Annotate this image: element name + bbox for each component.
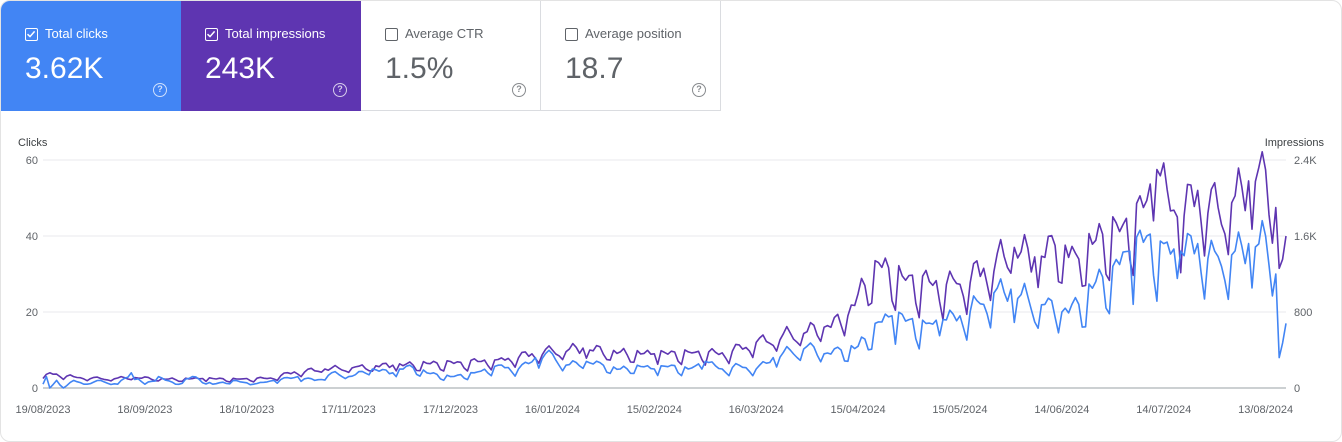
help-icon[interactable]: ? xyxy=(512,83,526,97)
left-tick-label: 20 xyxy=(26,307,38,319)
x-tick-label: 17/11/2023 xyxy=(322,404,376,416)
x-tick-label: 14/06/2024 xyxy=(1034,404,1089,416)
x-tick-label: 18/10/2023 xyxy=(219,404,274,416)
help-icon[interactable]: ? xyxy=(333,83,347,97)
total-clicks-value: 3.62K xyxy=(25,52,104,85)
left-tick-label: 0 xyxy=(32,383,38,395)
x-tick-label: 15/02/2024 xyxy=(627,404,682,416)
chart-canvas: 0 20 40 60 0 800 1.6K 2.4K Clicks Impressions 19/0… xyxy=(15,137,1325,416)
left-axis-title: Clicks xyxy=(18,137,48,149)
total-clicks-card[interactable]: Total clicks 3.62K ? xyxy=(1,1,181,111)
right-tick-label: 1.6K xyxy=(1294,231,1317,243)
right-tick-label: 2.4K xyxy=(1294,155,1317,167)
total-impressions-checkbox[interactable] xyxy=(205,28,218,41)
total-impressions-value: 243K xyxy=(205,52,276,85)
x-tick-label: 15/04/2024 xyxy=(831,404,886,416)
left-tick-label: 60 xyxy=(26,155,38,167)
average-ctr-checkbox[interactable] xyxy=(385,28,398,41)
average-ctr-card[interactable]: Average CTR 1.5% ? xyxy=(361,1,541,111)
impressions-series-line xyxy=(42,151,1287,383)
average-position-label: Average position xyxy=(585,26,682,41)
average-ctr-value: 1.5% xyxy=(385,52,454,85)
average-ctr-label: Average CTR xyxy=(405,26,484,41)
average-position-value: 18.7 xyxy=(565,52,624,85)
average-position-card[interactable]: Average position 18.7 ? xyxy=(541,1,721,111)
x-tick-label: 18/09/2023 xyxy=(117,404,172,416)
right-tick-label: 800 xyxy=(1294,307,1312,319)
left-tick-label: 40 xyxy=(26,231,38,243)
x-tick-label: 17/12/2023 xyxy=(423,404,478,416)
total-clicks-checkbox[interactable] xyxy=(25,28,38,41)
x-tick-label: 19/08/2023 xyxy=(15,404,70,416)
x-tick-label: 14/07/2024 xyxy=(1136,404,1191,416)
right-axis-title: Impressions xyxy=(1265,137,1325,149)
total-impressions-card[interactable]: Total impressions 243K ? xyxy=(181,1,361,111)
metric-cards: Total clicks 3.62K ? Total impressions 2… xyxy=(1,1,721,111)
total-impressions-label: Total impressions xyxy=(225,26,326,41)
help-icon[interactable]: ? xyxy=(692,83,706,97)
x-tick-label: 13/08/2024 xyxy=(1238,404,1293,416)
help-icon[interactable]: ? xyxy=(153,83,167,97)
x-tick-label: 16/01/2024 xyxy=(525,404,580,416)
clicks-series-line xyxy=(42,219,1287,389)
average-position-checkbox[interactable] xyxy=(565,28,578,41)
performance-chart: 0 20 40 60 0 800 1.6K 2.4K Clicks Impressions 19/0… xyxy=(1,111,1341,441)
x-tick-label: 16/03/2024 xyxy=(729,404,784,416)
right-tick-label: 0 xyxy=(1294,383,1300,395)
x-tick-label: 15/05/2024 xyxy=(932,404,987,416)
total-clicks-label: Total clicks xyxy=(45,26,108,41)
